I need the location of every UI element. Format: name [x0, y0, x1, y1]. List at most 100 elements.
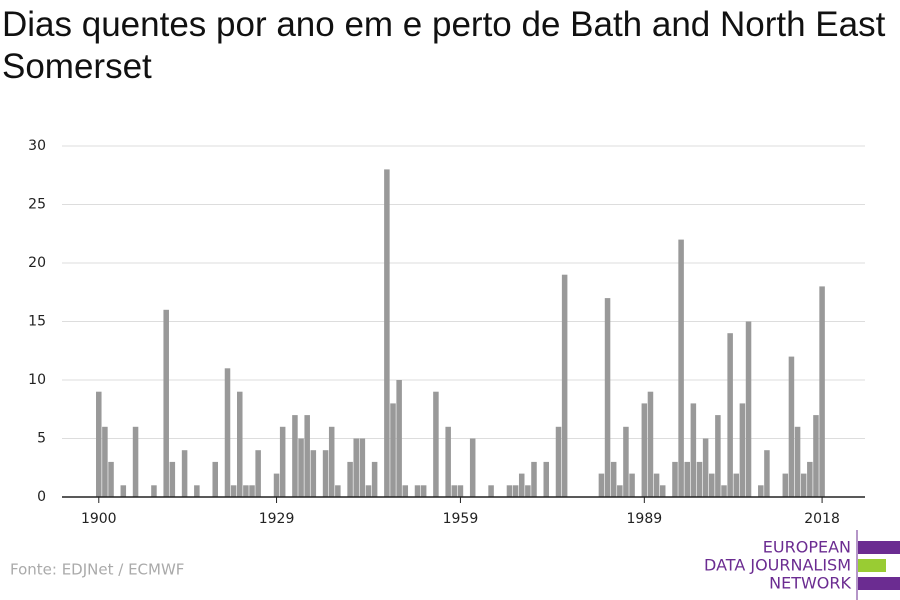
logo-bar	[858, 577, 900, 590]
bar	[647, 391, 654, 497]
bar	[390, 403, 396, 497]
bar	[525, 485, 531, 497]
bar	[469, 438, 476, 497]
bar	[310, 450, 317, 497]
bar	[684, 461, 690, 497]
logo-bar	[858, 559, 886, 572]
bar	[298, 438, 304, 497]
bar	[224, 368, 231, 497]
bar	[807, 461, 813, 497]
bar	[353, 438, 359, 497]
bar	[788, 356, 795, 497]
bar	[451, 485, 458, 497]
bar	[212, 461, 219, 497]
bar	[641, 403, 648, 497]
bar	[813, 415, 819, 497]
bar	[102, 426, 108, 497]
bar	[488, 485, 494, 497]
bar	[433, 391, 439, 497]
source: Fonte: EDJNet / ECMWF	[10, 561, 184, 579]
bar	[659, 485, 666, 497]
bar	[800, 473, 807, 497]
bar	[794, 426, 801, 497]
bar	[531, 461, 537, 497]
bar	[715, 415, 721, 497]
y-tick-label: 5	[37, 431, 46, 447]
bar	[230, 485, 237, 497]
bar	[396, 380, 402, 497]
bar	[745, 321, 752, 497]
bar	[120, 485, 127, 497]
bar	[108, 461, 114, 497]
bar	[169, 461, 176, 497]
bar	[445, 426, 451, 497]
bar	[518, 473, 525, 497]
y-tick-label: 20	[28, 255, 46, 271]
bar	[782, 473, 789, 497]
x-tick-label: 1989	[627, 511, 663, 527]
bar	[322, 450, 329, 497]
bar	[598, 473, 605, 497]
bar	[555, 426, 562, 497]
x-tick-label: 1900	[81, 511, 117, 527]
bar	[371, 461, 378, 497]
bar	[721, 485, 727, 497]
logo-bar	[858, 541, 900, 554]
bar	[194, 485, 200, 497]
bar	[279, 426, 286, 497]
bar	[420, 485, 427, 497]
bar	[629, 473, 635, 497]
bar	[678, 239, 684, 497]
bar	[414, 485, 421, 497]
bar	[384, 169, 390, 497]
bar	[506, 485, 513, 497]
bar	[328, 426, 335, 497]
bar	[512, 485, 519, 497]
logo: EUROPEAN DATA JOURNALISM NETWORK	[704, 530, 900, 600]
bar	[457, 485, 464, 497]
bar	[543, 461, 550, 497]
bar	[653, 473, 660, 497]
bar	[132, 426, 139, 497]
bar	[243, 485, 249, 497]
bar	[696, 461, 703, 497]
bar	[561, 274, 568, 497]
bar	[273, 473, 280, 497]
bar	[96, 391, 102, 497]
bar	[708, 473, 715, 497]
bar	[739, 403, 746, 497]
bar	[623, 426, 629, 497]
y-tick-label: 0	[37, 489, 46, 505]
bar	[151, 485, 157, 497]
bar	[181, 450, 188, 497]
chart-title: Dias quentes por ano em e perto de Bath …	[2, 5, 886, 86]
bar	[690, 403, 697, 497]
bar	[727, 333, 733, 497]
y-tick-label: 15	[28, 314, 46, 330]
bar	[733, 473, 740, 497]
y-tick-label: 10	[28, 372, 46, 388]
logo-text: DATA JOURNALISM	[704, 556, 851, 575]
bar	[163, 309, 169, 497]
x-tick-label: 1959	[443, 511, 479, 527]
bar	[347, 461, 353, 497]
x-tick-label: 2018	[804, 511, 840, 527]
logo-text: NETWORK	[769, 574, 851, 593]
bar	[402, 485, 409, 497]
bar	[335, 485, 341, 497]
bar	[249, 485, 255, 497]
bar	[237, 391, 243, 497]
bar	[359, 438, 366, 497]
y-tick-label: 30	[28, 138, 46, 154]
x-tick-label: 1929	[259, 511, 295, 527]
bar	[758, 485, 764, 497]
bar	[610, 461, 617, 497]
bar	[292, 415, 298, 497]
bar	[255, 450, 261, 497]
y-tick-label: 25	[28, 197, 46, 213]
bar	[365, 485, 372, 497]
bar	[617, 485, 623, 497]
bar	[304, 415, 310, 497]
